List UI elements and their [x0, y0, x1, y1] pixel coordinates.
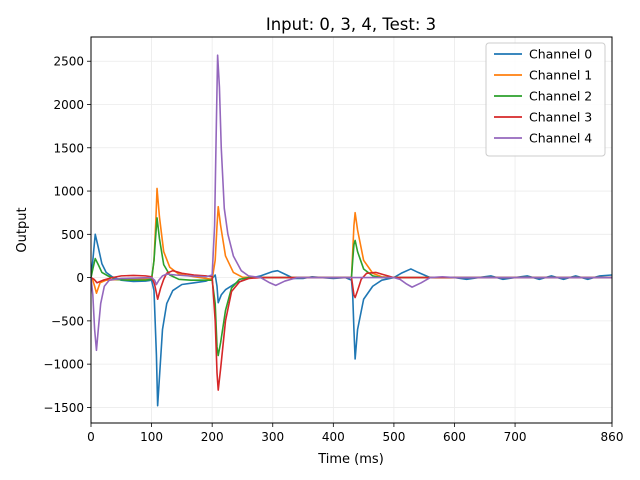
y-tick-label: 2000 — [53, 98, 84, 112]
x-axis: 0 100 200 300 400 500 600 700 860 — [87, 423, 623, 444]
series-line-channel-3 — [91, 269, 612, 391]
legend-label: Channel 3 — [529, 110, 592, 125]
x-tick-label: 400 — [322, 430, 345, 444]
y-axis-label: Output — [15, 207, 30, 252]
legend: Channel 0 Channel 1 Channel 2 Channel 3 Chan… — [485, 42, 606, 157]
x-tick-label: 0 — [87, 430, 95, 444]
y-tick-label: −500 — [51, 314, 84, 328]
legend-label: Channel 1 — [529, 68, 592, 83]
y-axis: −1500 −1000 −500 0 500 1000 1500 2000 2500 — [43, 55, 91, 415]
y-tick-label: 1500 — [53, 141, 84, 155]
legend-label: Channel 2 — [529, 89, 592, 104]
series-group — [91, 54, 612, 407]
x-tick-label: 200 — [201, 430, 224, 444]
y-tick-label: 1000 — [53, 185, 84, 199]
y-tick-label: −1000 — [43, 358, 84, 372]
x-tick-label: 100 — [140, 430, 163, 444]
plot-frame — [90, 36, 613, 424]
chart-title: Input: 0, 3, 4, Test: 3 — [266, 15, 436, 34]
x-tick-label: 860 — [601, 430, 624, 444]
legend-label: Channel 0 — [529, 47, 592, 62]
y-tick-label: 2500 — [53, 55, 84, 69]
legend-label: Channel 4 — [529, 131, 592, 146]
x-tick-label: 600 — [443, 430, 466, 444]
x-tick-label: 500 — [382, 430, 405, 444]
x-tick-label: 300 — [261, 430, 284, 444]
x-tick-label: 700 — [504, 430, 527, 444]
y-tick-label: 0 — [76, 271, 84, 285]
x-axis-label: Time (ms) — [317, 452, 384, 467]
legend-box — [485, 42, 606, 157]
series-line-channel-4 — [91, 54, 612, 352]
y-tick-label: −1500 — [43, 401, 84, 415]
y-tick-label: 500 — [61, 228, 84, 242]
